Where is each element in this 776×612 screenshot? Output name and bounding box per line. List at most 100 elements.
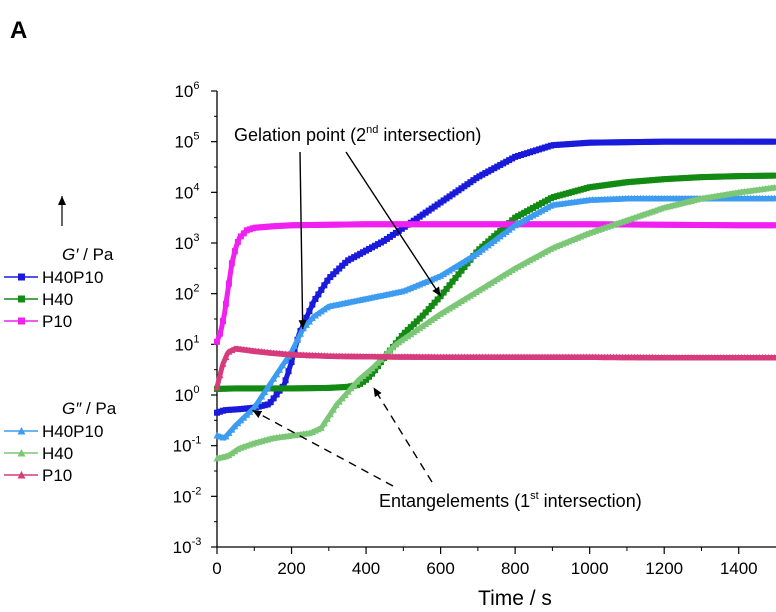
y-tick-label: 10-3	[173, 536, 202, 557]
data-point	[422, 309, 429, 316]
data-point	[291, 342, 299, 349]
data-point	[458, 267, 465, 274]
data-point	[472, 288, 480, 296]
data-point	[443, 285, 450, 292]
data-point	[443, 306, 451, 314]
legend-marker	[17, 471, 26, 479]
data-point	[314, 309, 322, 317]
data-point	[440, 270, 448, 278]
data-point	[372, 367, 379, 374]
annotation-entanglement: Entangelements (1st intersection)	[379, 490, 642, 511]
data-point	[493, 235, 501, 242]
data-point	[237, 233, 244, 240]
data-point	[449, 278, 456, 285]
data-point	[338, 394, 346, 402]
data-point	[416, 324, 424, 332]
data-point	[317, 424, 325, 431]
legend-group-title: G″ / Pa	[62, 399, 117, 418]
data-point	[431, 314, 439, 321]
data-point	[464, 260, 471, 267]
data-point	[350, 381, 358, 388]
data-point	[255, 397, 263, 404]
data-point	[398, 333, 405, 340]
series-G-H40P10	[213, 194, 776, 441]
x-tick-label: 400	[352, 559, 380, 578]
data-point	[440, 289, 447, 296]
legend-marker	[18, 273, 25, 281]
data-point	[452, 263, 460, 270]
data-point	[454, 261, 462, 268]
y-tick-label: 101	[174, 333, 199, 354]
legend-entry-label: P10	[42, 312, 72, 331]
data-point	[225, 429, 233, 436]
data-point	[276, 366, 284, 373]
data-point	[431, 299, 438, 306]
data-point	[344, 388, 352, 395]
data-point	[502, 270, 510, 277]
data-point	[478, 246, 486, 253]
series-G-H40	[213, 183, 776, 462]
data-point	[293, 336, 301, 343]
y-tick-label: 106	[174, 80, 199, 101]
y-tick-label: 104	[174, 181, 199, 202]
legend-marker	[18, 317, 25, 325]
y-tick-label: 102	[174, 283, 199, 304]
legend-entry-label: H40P10	[42, 268, 103, 287]
annotation-gelation: Gelation point (2nd intersection)	[234, 124, 481, 145]
data-point	[422, 320, 430, 328]
data-point	[282, 357, 290, 364]
data-point	[321, 282, 328, 289]
data-point	[228, 426, 236, 433]
legend-marker	[17, 427, 26, 435]
data-point	[231, 248, 238, 255]
data-point	[505, 268, 513, 275]
data-point	[469, 290, 477, 297]
data-point	[311, 311, 319, 319]
data-point	[771, 138, 776, 145]
data-point	[240, 230, 247, 237]
data-point	[252, 401, 260, 409]
entanglement-arrow	[252, 409, 394, 487]
data-point	[481, 244, 489, 251]
gelation-arrow	[298, 151, 307, 330]
data-point	[270, 375, 278, 382]
data-point	[315, 291, 322, 298]
data-point	[216, 371, 224, 379]
legend-entry-label: H40	[42, 444, 73, 463]
data-point	[258, 393, 266, 400]
data-point	[455, 271, 462, 278]
data-point	[228, 260, 235, 267]
data-point	[425, 306, 432, 313]
data-point	[461, 264, 468, 271]
data-point	[309, 301, 316, 308]
data-point	[216, 330, 223, 337]
data-point	[428, 316, 436, 324]
x-tick-label: 1000	[571, 559, 609, 578]
data-point	[496, 232, 504, 240]
data-point	[332, 401, 340, 409]
data-point	[410, 328, 418, 336]
data-point	[261, 388, 269, 396]
data-point	[219, 318, 226, 325]
legend-marker	[18, 295, 25, 303]
data-point	[771, 183, 776, 191]
data-point	[771, 354, 776, 361]
data-point	[219, 360, 227, 367]
data-point	[341, 391, 349, 398]
data-point	[363, 376, 370, 383]
data-point	[484, 241, 492, 249]
data-point	[446, 304, 454, 312]
x-tick-label: 1200	[645, 559, 683, 578]
y-tick-label: 10-2	[173, 485, 202, 506]
data-point	[475, 286, 483, 294]
data-point	[478, 284, 486, 292]
data-point	[213, 383, 221, 391]
data-point	[296, 330, 304, 337]
data-point	[264, 384, 272, 391]
data-point	[267, 379, 275, 387]
data-point	[279, 361, 287, 369]
data-point	[303, 314, 310, 321]
x-tick-label: 1400	[720, 559, 758, 578]
data-point	[231, 447, 239, 455]
